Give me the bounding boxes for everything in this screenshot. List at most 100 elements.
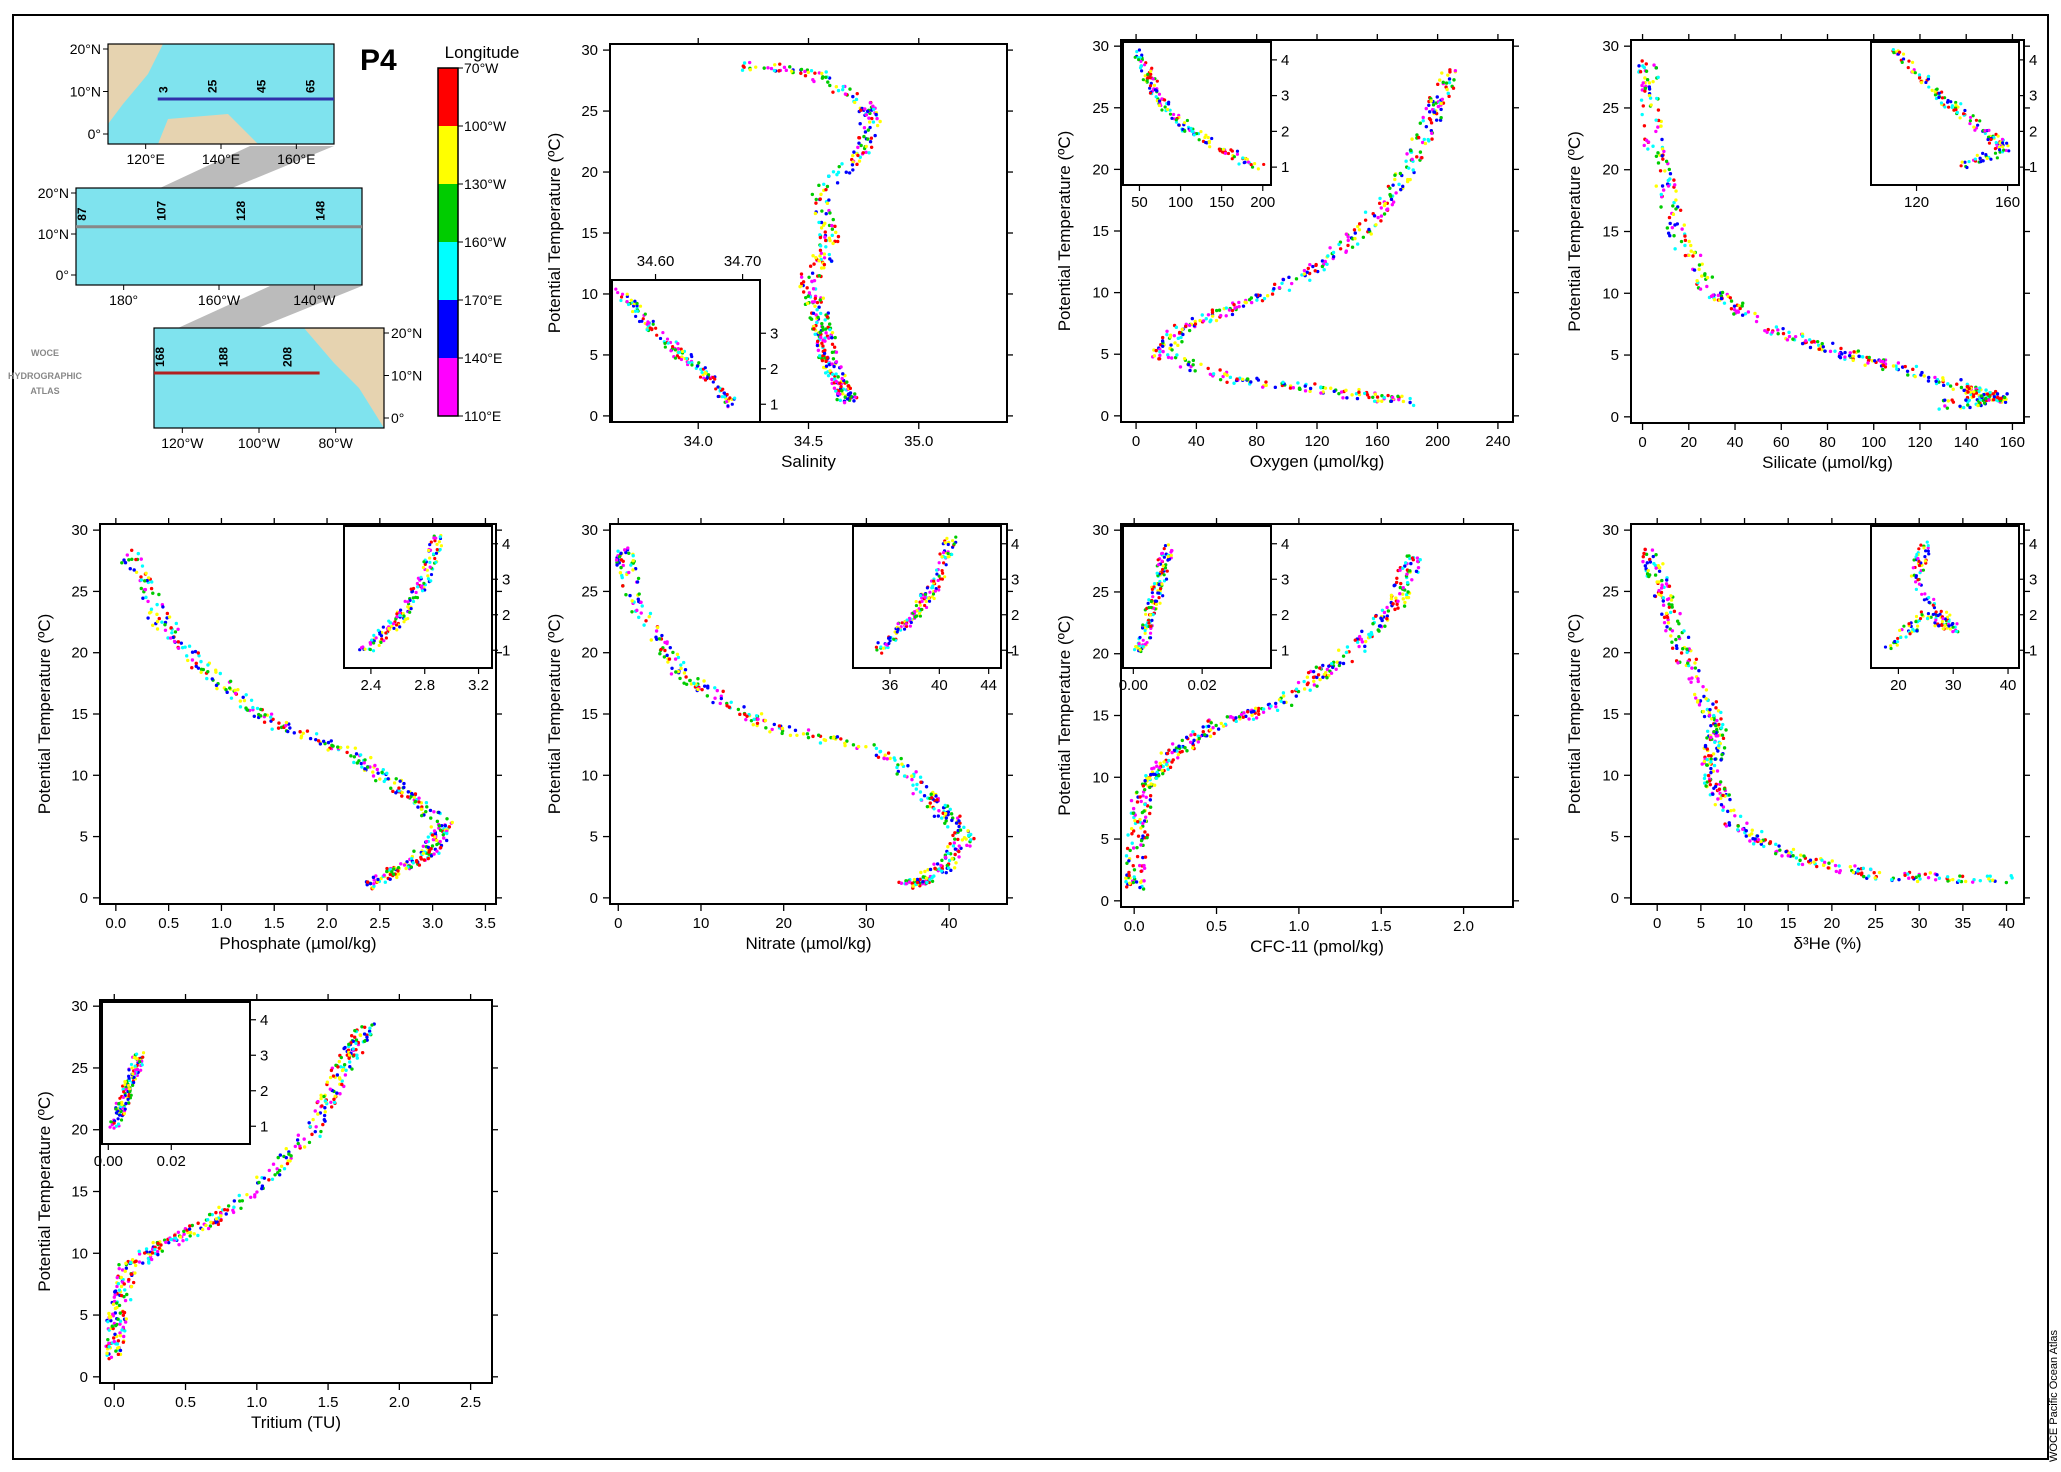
inset-data-point bbox=[1195, 132, 1199, 136]
inset-data-point bbox=[1989, 137, 1993, 142]
data-point bbox=[1426, 137, 1430, 142]
inset-data-point bbox=[1920, 592, 1924, 596]
data-point bbox=[1407, 166, 1411, 170]
data-point bbox=[155, 602, 159, 607]
data-point bbox=[624, 592, 628, 597]
data-point bbox=[614, 558, 619, 562]
station-number: 25 bbox=[206, 79, 220, 93]
data-point bbox=[1214, 318, 1219, 323]
map-frame-2 bbox=[153, 327, 385, 429]
data-point bbox=[858, 155, 862, 159]
inset-data-point bbox=[1151, 77, 1155, 81]
data-point bbox=[1132, 868, 1137, 872]
data-point bbox=[1721, 808, 1725, 812]
data-point bbox=[1937, 876, 1942, 880]
data-point bbox=[1653, 573, 1658, 577]
data-point bbox=[2002, 395, 2007, 400]
data-point bbox=[1746, 310, 1751, 314]
inset-data-point bbox=[1162, 547, 1166, 551]
y-axis-label: Potential Temperature (ºC) bbox=[1565, 131, 1584, 332]
data-point bbox=[799, 71, 803, 75]
data-point bbox=[445, 831, 449, 836]
data-point bbox=[1666, 621, 1671, 625]
data-point bbox=[426, 845, 431, 849]
data-point bbox=[840, 162, 844, 166]
inset-data-point bbox=[368, 641, 372, 645]
data-point bbox=[1170, 348, 1174, 352]
inset-data-point bbox=[1156, 589, 1160, 593]
data-point bbox=[658, 651, 662, 656]
inset-data-point bbox=[1927, 85, 1931, 89]
data-point bbox=[117, 1288, 122, 1292]
data-point bbox=[164, 1240, 168, 1244]
data-point bbox=[1881, 363, 1885, 368]
data-point bbox=[956, 816, 960, 820]
data-point bbox=[1647, 81, 1652, 85]
inset-data-point bbox=[1940, 96, 1945, 100]
y-axis-label: Potential Temperature (ºC) bbox=[1055, 131, 1074, 332]
data-point bbox=[1165, 329, 1169, 333]
data-point bbox=[1740, 304, 1744, 308]
data-point bbox=[1719, 796, 1723, 800]
data-point bbox=[1308, 386, 1313, 391]
data-point bbox=[360, 1050, 365, 1055]
data-point bbox=[839, 385, 843, 389]
colorbar-label-4: 170°E bbox=[464, 292, 502, 308]
data-point bbox=[1185, 749, 1189, 753]
data-point bbox=[181, 1238, 185, 1243]
inset-data-point bbox=[1929, 615, 1933, 619]
data-point bbox=[953, 831, 957, 835]
data-point bbox=[1646, 568, 1650, 573]
inset-data-point bbox=[1943, 623, 1947, 628]
data-point bbox=[332, 1097, 336, 1102]
data-point bbox=[907, 880, 912, 884]
data-point bbox=[338, 745, 343, 750]
data-point bbox=[822, 738, 826, 742]
inset-data-point bbox=[1922, 598, 1926, 602]
data-point bbox=[447, 825, 452, 829]
data-point bbox=[1812, 860, 1816, 864]
inset-data-point bbox=[1917, 547, 1921, 551]
data-point bbox=[238, 699, 243, 703]
data-point bbox=[1165, 332, 1169, 337]
inset-data-point bbox=[703, 371, 707, 375]
data-point bbox=[1154, 760, 1158, 764]
data-point bbox=[825, 355, 829, 360]
data-point bbox=[1145, 835, 1149, 840]
data-point bbox=[1911, 875, 1915, 880]
data-point bbox=[1946, 399, 1951, 403]
data-point bbox=[167, 1240, 171, 1245]
data-point bbox=[787, 725, 792, 729]
inset-data-point bbox=[1912, 558, 1916, 562]
data-point bbox=[679, 666, 683, 671]
data-point bbox=[713, 696, 717, 700]
data-point bbox=[1184, 735, 1189, 740]
inset-data-point bbox=[1963, 160, 1967, 164]
data-point bbox=[1654, 154, 1659, 158]
data-point bbox=[853, 395, 857, 399]
data-point bbox=[1652, 594, 1657, 598]
y-axis-label: Potential Temperature (ºC) bbox=[35, 614, 54, 815]
map-xtick-label: 80°W bbox=[318, 435, 353, 451]
data-point bbox=[843, 395, 847, 399]
data-point bbox=[1158, 761, 1162, 766]
data-point bbox=[1399, 581, 1403, 586]
data-point bbox=[1745, 821, 1749, 825]
data-point bbox=[405, 860, 409, 864]
inset-y-tick-label: 1 bbox=[2029, 159, 2037, 176]
data-point bbox=[1660, 612, 1664, 616]
data-point bbox=[823, 238, 828, 243]
data-point bbox=[824, 212, 828, 216]
data-point bbox=[1270, 292, 1275, 296]
data-point bbox=[1331, 665, 1335, 670]
data-point bbox=[1717, 722, 1721, 727]
y-tick-label: 25 bbox=[581, 103, 598, 120]
y-tick-label: 20 bbox=[71, 645, 88, 662]
data-point bbox=[1686, 635, 1691, 640]
x-tick-label: 2.5 bbox=[369, 915, 390, 932]
data-point bbox=[950, 818, 954, 823]
data-point bbox=[1264, 383, 1268, 388]
data-point bbox=[655, 625, 660, 630]
data-point bbox=[155, 612, 159, 617]
